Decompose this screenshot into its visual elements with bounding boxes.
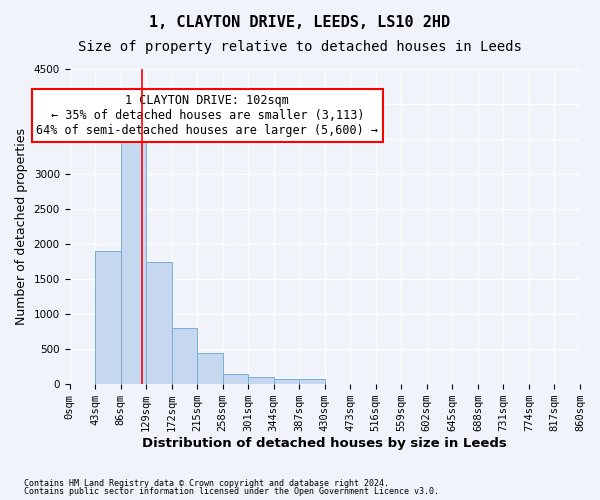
Bar [95,251,121,384]
Text: 1 CLAYTON DRIVE: 102sqm
← 35% of detached houses are smaller (3,113)
64% of semi: 1 CLAYTON DRIVE: 102sqm ← 35% of detache… [37,94,379,137]
Bar [274,379,299,384]
Bar [299,379,325,384]
Bar [223,374,248,384]
Text: Contains HM Land Registry data © Crown copyright and database right 2024.: Contains HM Land Registry data © Crown c… [24,478,389,488]
Text: Size of property relative to detached houses in Leeds: Size of property relative to detached ho… [78,40,522,54]
Y-axis label: Number of detached properties: Number of detached properties [15,128,28,325]
X-axis label: Distribution of detached houses by size in Leeds: Distribution of detached houses by size … [142,437,507,450]
Bar [197,352,223,384]
Bar [146,262,172,384]
Bar [121,139,146,384]
Bar [172,328,197,384]
Bar [248,377,274,384]
Text: 1, CLAYTON DRIVE, LEEDS, LS10 2HD: 1, CLAYTON DRIVE, LEEDS, LS10 2HD [149,15,451,30]
Text: Contains public sector information licensed under the Open Government Licence v3: Contains public sector information licen… [24,487,439,496]
